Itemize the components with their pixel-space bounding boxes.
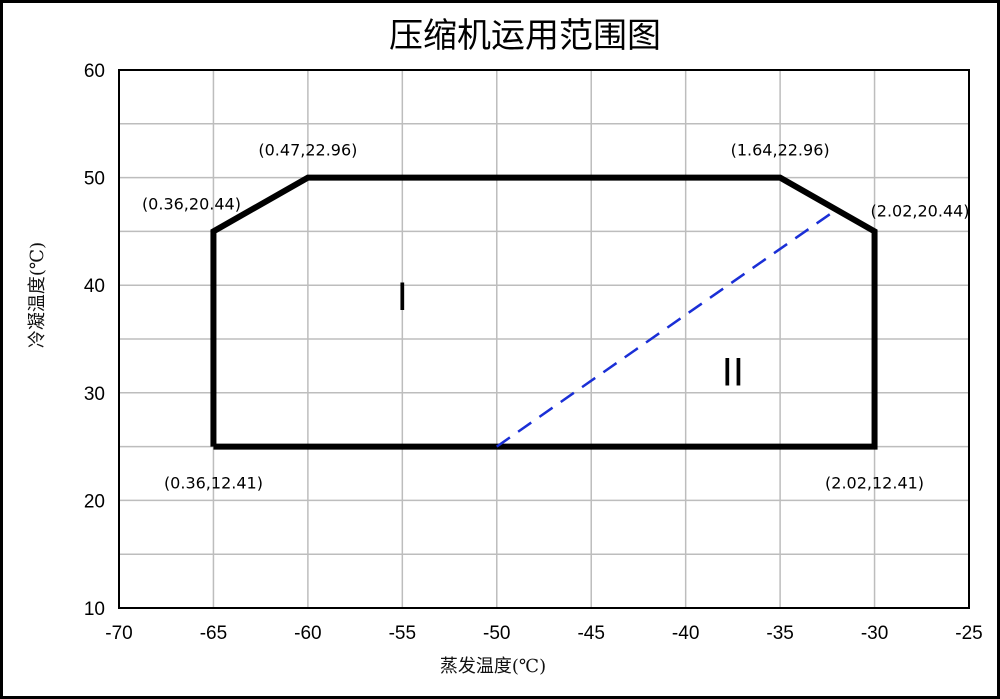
point-annotations: (0.47,22.96) (1.64,22.96) (0.36,20.44) (2.0… (142, 141, 970, 493)
compressor-range-chart: 压缩机运用范围图 -70 -65 -60 -55 -50 -45 -40 -35 -30 -25 1… (27, 16, 983, 677)
point-annotation: (2.02,20.44) (871, 201, 970, 220)
x-tick-label: -25 (955, 623, 982, 644)
y-axis-label: 冷凝温度(℃) (27, 242, 48, 348)
region-label: I (397, 275, 408, 319)
x-tick-label: -60 (294, 623, 321, 644)
point-annotation: (0.47,22.96) (258, 141, 357, 160)
plot-area-border (118, 69, 970, 609)
x-tick-label: -45 (577, 623, 604, 644)
x-tick-label: -65 (200, 623, 227, 644)
x-tick-label: -35 (766, 623, 793, 644)
y-tick-label: 40 (84, 276, 105, 297)
chart-title: 压缩机运用范围图 (389, 16, 661, 56)
y-tick-label: 50 (84, 169, 105, 190)
y-tick-label: 20 (84, 491, 105, 512)
y-tick-label: 10 (84, 599, 105, 620)
y-tick-label: 30 (84, 384, 105, 405)
point-annotation: (0.36,12.41) (164, 474, 263, 493)
x-axis-label: 蒸发温度(℃) (440, 656, 546, 677)
region-label: II (722, 350, 744, 394)
grid (119, 70, 969, 608)
point-annotation: (2.02,12.41) (825, 474, 924, 493)
region-labels: III (397, 275, 744, 394)
series-lines (210, 174, 878, 450)
x-tick-label: -50 (483, 623, 510, 644)
y-tick-label: 60 (84, 61, 105, 82)
point-annotation: (1.64,22.96) (731, 141, 830, 160)
x-tick-label: -30 (861, 623, 888, 644)
x-tick-label: -55 (389, 623, 416, 644)
x-tick-label: -70 (105, 623, 132, 644)
operating-envelope-boundary (210, 174, 878, 450)
point-annotation: (0.36,20.44) (142, 194, 241, 213)
x-tick-label: -40 (672, 623, 699, 644)
tick-labels: -70 -65 -60 -55 -50 -45 -40 -35 -30 -25 10 20 30 40 50… (84, 61, 983, 644)
diagonal-dashed-boundary (496, 211, 834, 448)
